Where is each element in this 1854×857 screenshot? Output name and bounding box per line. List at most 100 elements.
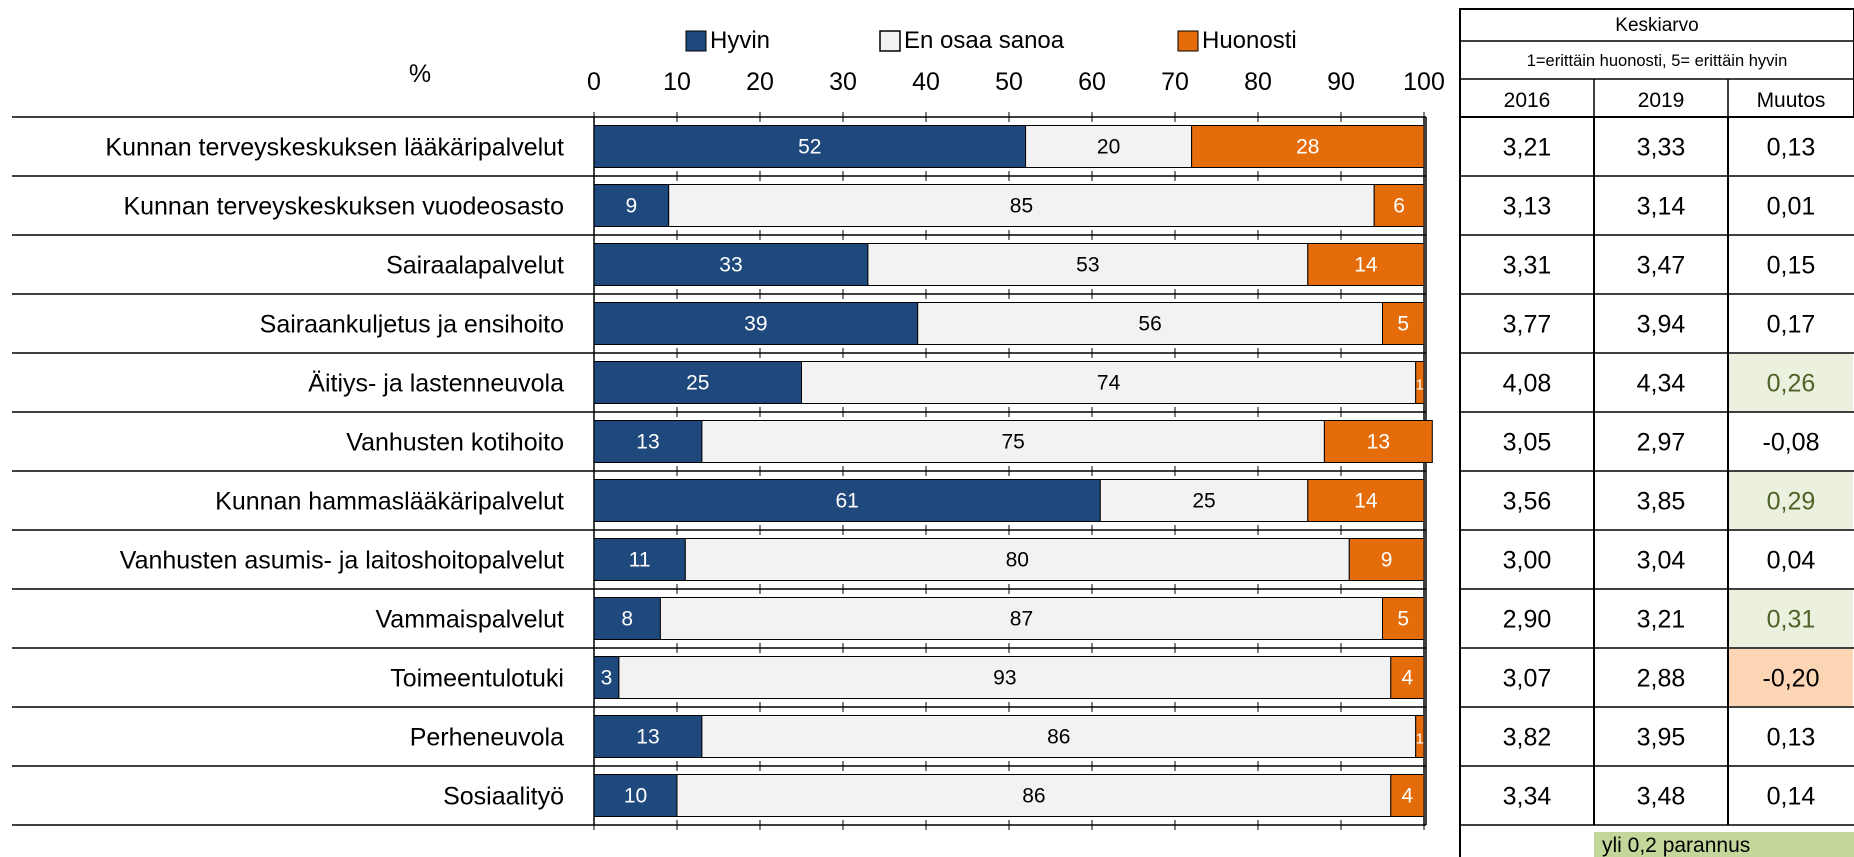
bar-segment-hyvin	[593, 184, 670, 227]
data-label: 10	[624, 785, 647, 808]
cell-muutos: 0,14	[1767, 783, 1816, 811]
data-label: 11	[629, 549, 651, 572]
x-tick-label: 0	[587, 68, 601, 96]
cell-muutos: 0,17	[1767, 311, 1816, 339]
cell-muutos: -0,20	[1763, 665, 1820, 693]
cell-muutos: 0,15	[1767, 252, 1816, 280]
scale-note: 1=erittäin huonosti, 5= erittäin hyvin	[1527, 52, 1788, 70]
bar-segment-en-osaa-sanoa	[867, 243, 1309, 286]
bar-segment-en-osaa-sanoa	[668, 184, 1375, 227]
x-tick-label: 80	[1244, 68, 1272, 96]
bar-segment-hyvin	[593, 715, 703, 758]
table-header: Keskiarvo 1=erittäin huonosti, 5= erittä…	[1459, 8, 1854, 118]
category-label: Sosiaalityö	[443, 783, 564, 811]
cell-2016: 3,31	[1503, 252, 1552, 280]
category-label: Toimeentulotuki	[390, 665, 564, 693]
muutos-highlight	[1729, 649, 1853, 706]
bar-segment-en-osaa-sanoa	[676, 774, 1392, 817]
data-label: 13	[1367, 431, 1390, 454]
data-label: 56	[1138, 313, 1161, 336]
bar-segment-hyvin	[593, 420, 703, 463]
cell-muutos: 0,13	[1767, 724, 1816, 752]
x-tick-label: 30	[829, 68, 857, 96]
category-label: Sairaalapalvelut	[386, 252, 564, 280]
x-tick-label: 10	[663, 68, 691, 96]
category-label: Kunnan terveyskeskuksen vuodeosasto	[123, 193, 564, 221]
category-label: Kunnan hammaslääkäripalvelut	[215, 488, 564, 516]
bar-segment-huonosti	[1382, 597, 1425, 640]
cell-muutos: 0,13	[1767, 134, 1816, 162]
data-label: 14	[1354, 254, 1378, 277]
bar-segment-hyvin	[593, 361, 802, 404]
cell-muutos: 0,31	[1767, 606, 1816, 634]
x-tick-label: 50	[995, 68, 1023, 96]
data-label: 5	[1397, 608, 1409, 631]
x-tick-label: 20	[746, 68, 774, 96]
cell-muutos: 0,04	[1767, 547, 1816, 575]
bar-segment-hyvin	[593, 656, 620, 699]
data-label: 86	[1047, 726, 1070, 749]
category-label: Äitiys- ja lastenneuvola	[308, 370, 564, 398]
x-tick-label: 100	[1403, 68, 1445, 96]
data-label: 87	[1010, 608, 1033, 631]
table-title: Keskiarvo	[1615, 15, 1698, 36]
bar-segment-hyvin	[593, 597, 661, 640]
category-label: Vanhusten kotihoito	[346, 429, 564, 457]
cell-2019: 2,97	[1637, 429, 1686, 457]
bar-segment-en-osaa-sanoa	[701, 420, 1325, 463]
data-label: 39	[744, 313, 767, 336]
data-label: 61	[835, 490, 858, 513]
cell-2016: 3,34	[1503, 783, 1552, 811]
data-label: 52	[798, 136, 821, 159]
cell-2019: 4,34	[1637, 370, 1686, 398]
legend-swatch-en-osaa-sanoa	[879, 30, 901, 52]
cell-2016: 3,56	[1503, 488, 1552, 516]
bar-segment-huonosti	[1415, 715, 1425, 758]
cell-2019: 3,14	[1637, 193, 1686, 221]
data-label: 25	[686, 372, 709, 395]
data-label: 6	[1393, 195, 1405, 218]
cell-2019: 2,88	[1637, 665, 1686, 693]
category-label: Vanhusten asumis- ja laitoshoitopalvelut	[120, 547, 564, 575]
cell-muutos: 0,29	[1767, 488, 1816, 516]
cell-2019: 3,04	[1637, 547, 1686, 575]
legend-label-hyvin: Hyvin	[710, 27, 770, 54]
data-label: 20	[1097, 136, 1120, 159]
rows: Kunnan terveyskeskuksen lääkäripalvelut 5…	[12, 112, 1854, 857]
bar-segment-hyvin	[593, 302, 919, 345]
cell-2019: 3,85	[1637, 488, 1686, 516]
column-header-2019: 2019	[1638, 89, 1685, 112]
table-header-box	[1459, 8, 1854, 118]
column-header-muutos: Muutos	[1757, 89, 1826, 112]
cell-2019: 3,94	[1637, 311, 1686, 339]
cell-muutos: -0,08	[1763, 429, 1820, 457]
cell-2016: 3,82	[1503, 724, 1552, 752]
cell-2019: 3,95	[1637, 724, 1686, 752]
bar-segment-huonosti	[1348, 538, 1425, 581]
legend: Hyvin En osaa sanoa Huonosti	[685, 27, 1297, 54]
x-tick-label: 60	[1078, 68, 1106, 96]
muutos-highlight	[1729, 590, 1853, 647]
x-axis: 0 10 20 30 40 50 60 70 80 90 100	[587, 68, 1445, 96]
data-label: 33	[719, 254, 742, 277]
cell-2016: 3,05	[1503, 429, 1552, 457]
cell-2016: 3,00	[1503, 547, 1552, 575]
data-label: 25	[1192, 490, 1215, 513]
bar-segment-en-osaa-sanoa	[917, 302, 1383, 345]
bar-segment-en-osaa-sanoa	[684, 538, 1350, 581]
category-label: Sairaankuljetus ja ensihoito	[260, 311, 564, 339]
bar-segment-huonosti	[1191, 125, 1425, 168]
data-label: 4	[1402, 667, 1414, 690]
data-label: 86	[1022, 785, 1045, 808]
footnote-text: yli 0,2 parannus	[1602, 834, 1750, 857]
column-header-2016: 2016	[1504, 89, 1551, 112]
bar-segment-hyvin	[593, 774, 678, 817]
bar-segment-huonosti	[1390, 774, 1425, 817]
x-tick-label: 90	[1327, 68, 1355, 96]
bar-segment-en-osaa-sanoa	[1025, 125, 1193, 168]
category-label: Perheneuvola	[410, 724, 564, 752]
bar-segment-hyvin	[593, 243, 869, 286]
x-tick-label: 70	[1161, 68, 1189, 96]
footnote: yli 0,2 parannus	[1594, 832, 1854, 857]
